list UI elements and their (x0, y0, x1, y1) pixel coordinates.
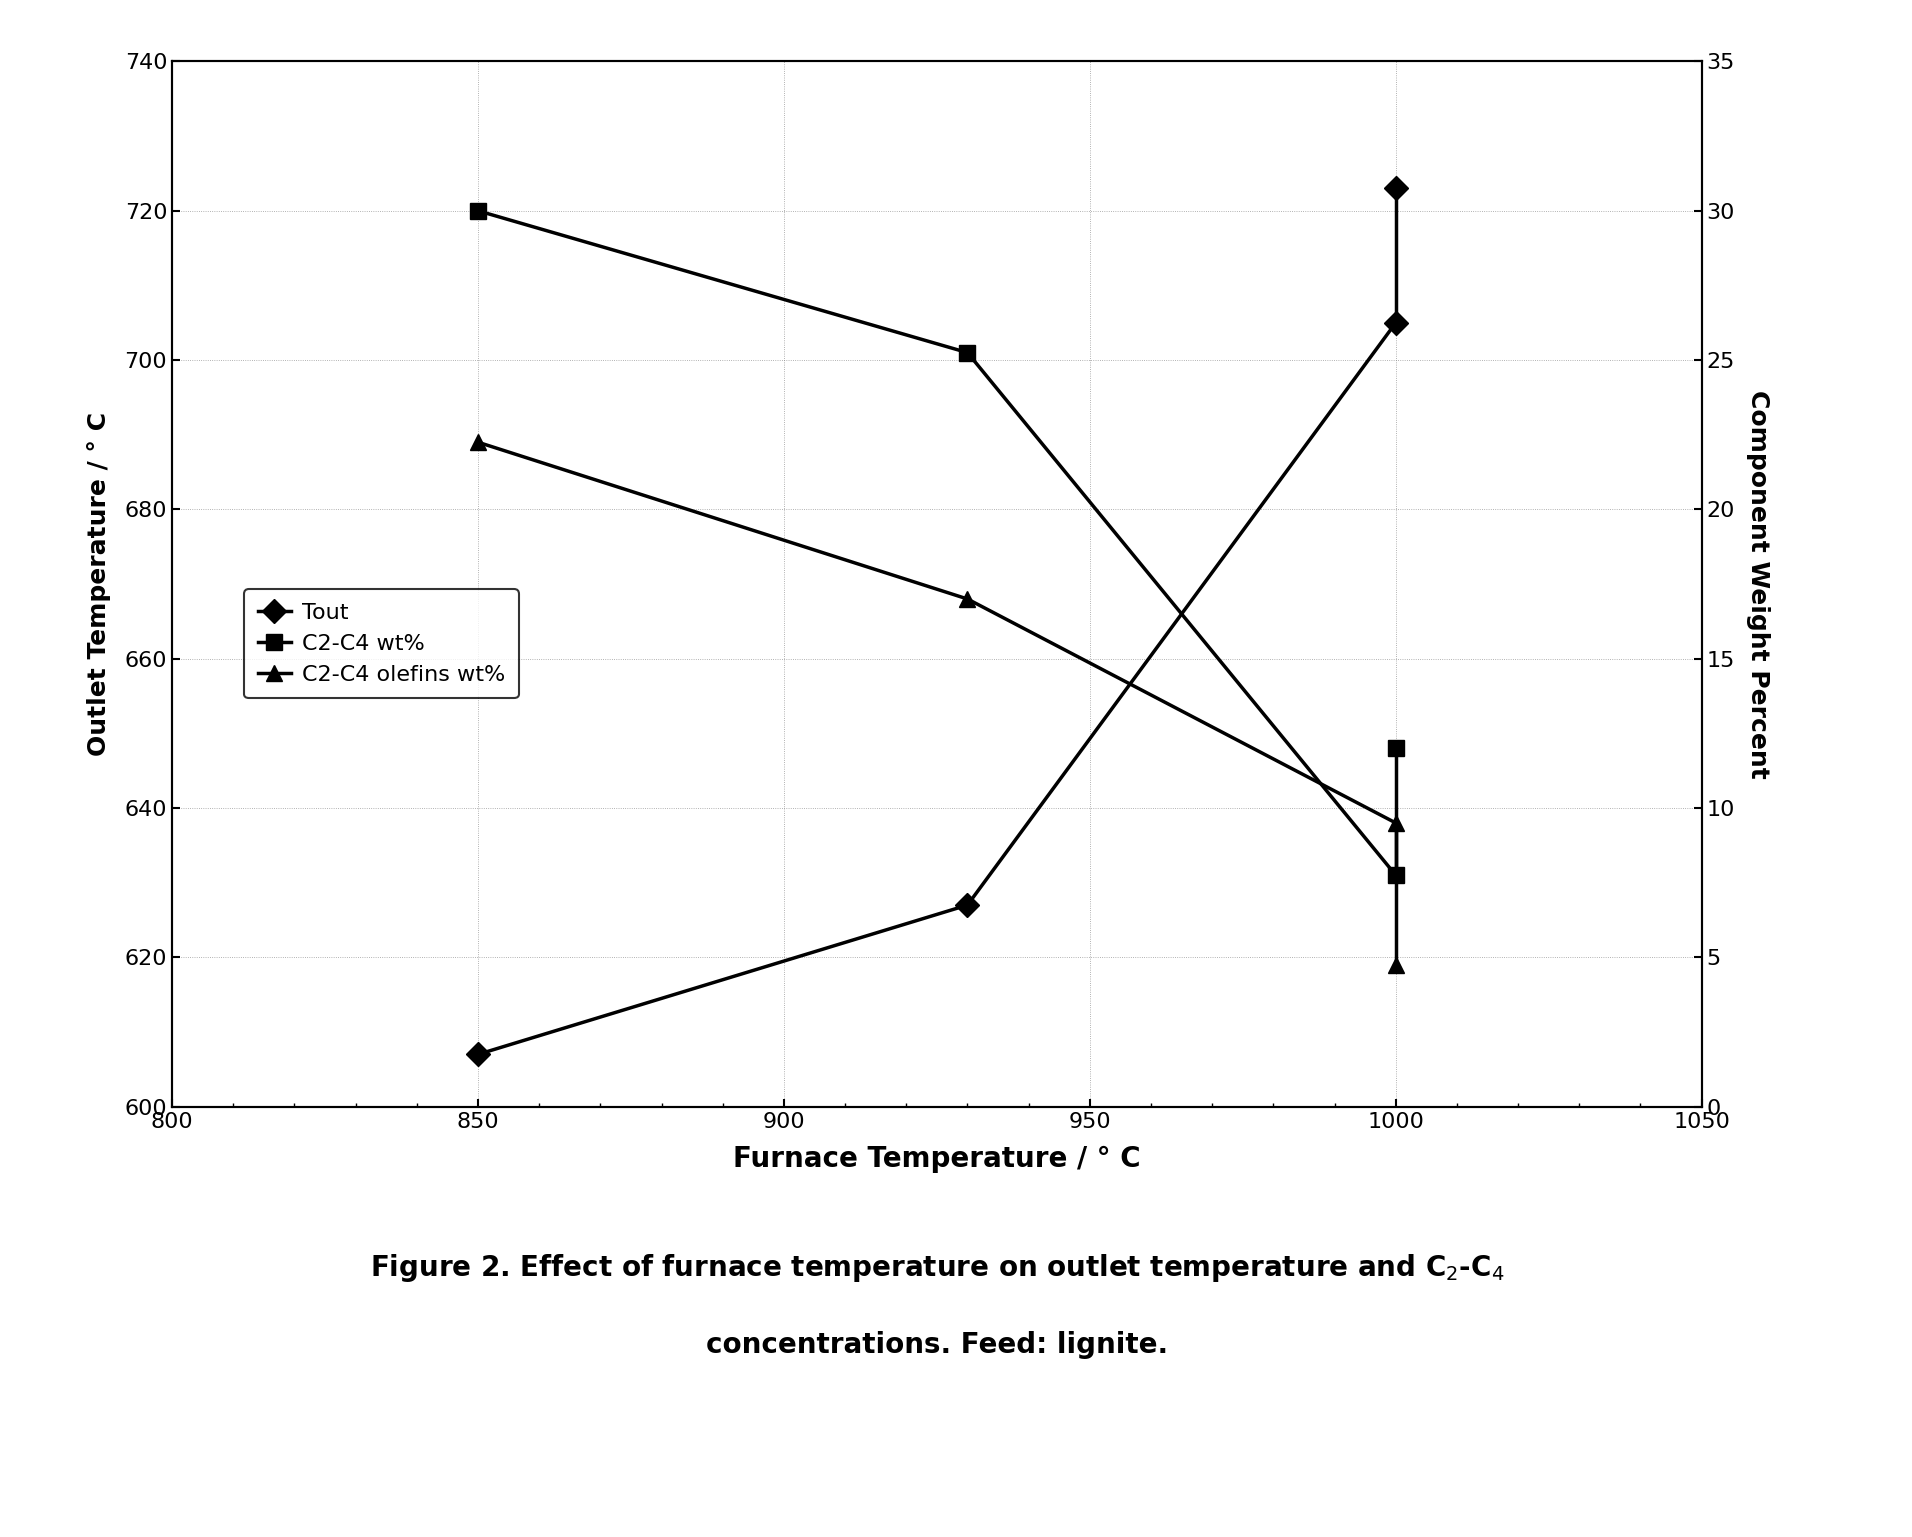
Legend: Tout, C2-C4 wt%, C2-C4 olefins wt%: Tout, C2-C4 wt%, C2-C4 olefins wt% (245, 590, 518, 698)
Y-axis label: Outlet Temperature / ° C: Outlet Temperature / ° C (86, 412, 111, 756)
Text: Figure 2. Effect of furnace temperature on outlet temperature and C$_2$-C$_4$: Figure 2. Effect of furnace temperature … (369, 1253, 1505, 1283)
Text: concentrations. Feed: lignite.: concentrations. Feed: lignite. (706, 1331, 1168, 1359)
X-axis label: Furnace Temperature / ° C: Furnace Temperature / ° C (732, 1145, 1141, 1173)
Y-axis label: Component Weight Percent: Component Weight Percent (1746, 390, 1771, 778)
